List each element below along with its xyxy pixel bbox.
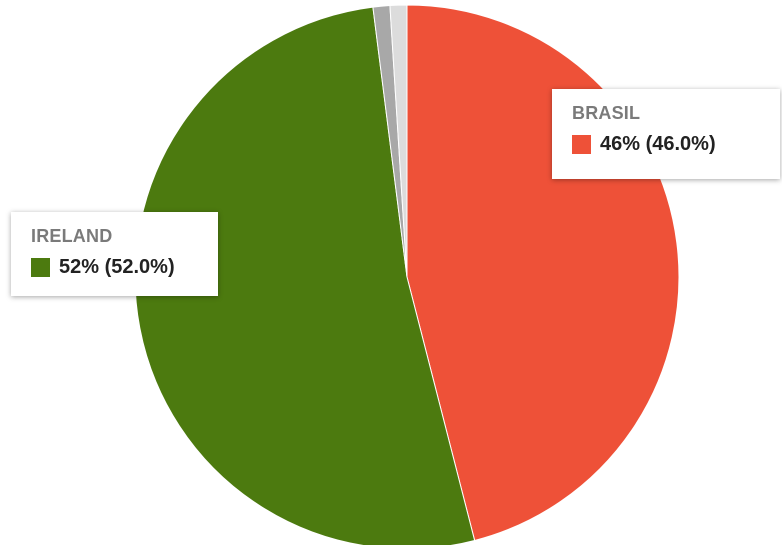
tooltip-ireland: IRELAND 52% (52.0%) bbox=[11, 212, 218, 296]
tooltip-brasil-value: 46% (46.0%) bbox=[600, 133, 716, 155]
pie-slice-other-3[interactable] bbox=[389, 4, 408, 278]
tooltip-ireland-swatch bbox=[31, 257, 50, 277]
tooltip-ireland-row: 52% (52.0%) bbox=[31, 255, 202, 279]
tooltip-ireland-value: 52% (52.0%) bbox=[59, 256, 175, 278]
tooltip-brasil-label: BRASIL bbox=[572, 103, 641, 123]
tooltip-brasil-row: 46% (46.0%) bbox=[572, 132, 764, 156]
tooltip-brasil-swatch bbox=[572, 134, 591, 154]
tooltip-brasil: BRASIL 46% (46.0%) bbox=[552, 89, 780, 179]
tooltip-ireland-label: IRELAND bbox=[31, 226, 113, 246]
